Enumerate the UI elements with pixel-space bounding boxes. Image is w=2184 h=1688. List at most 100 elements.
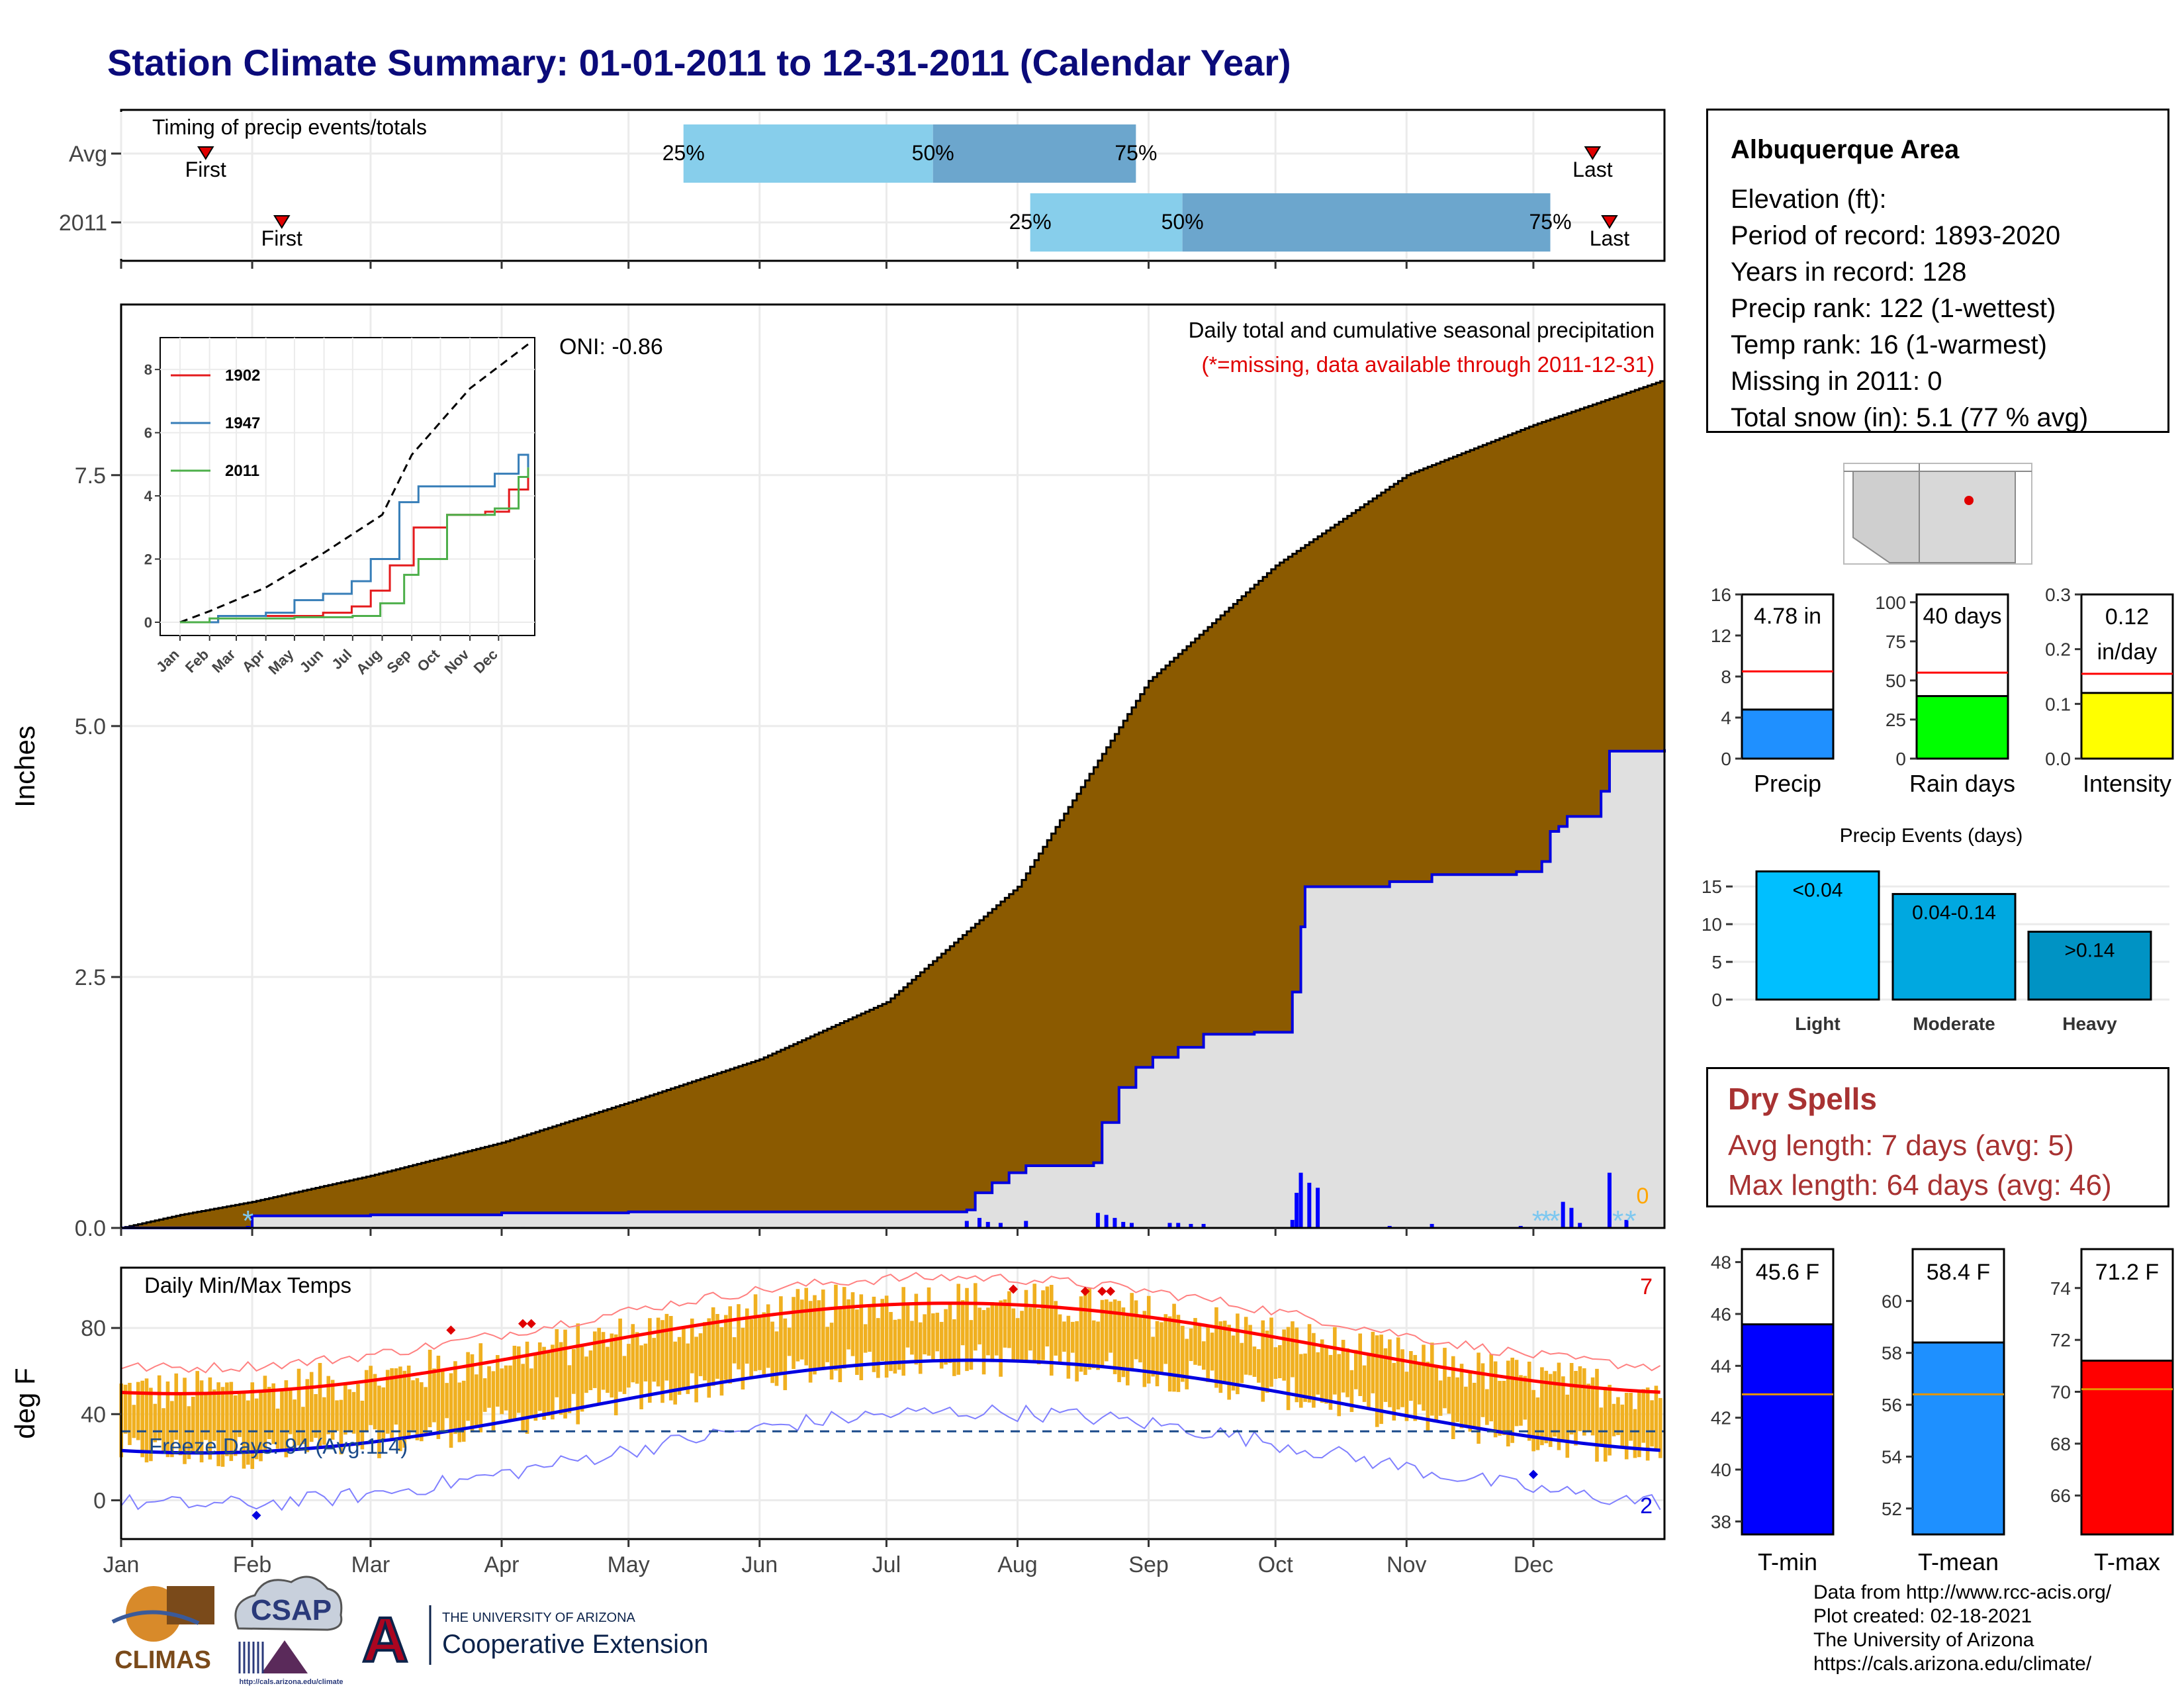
daily-temp-bar: [842, 1287, 846, 1369]
precip-event-bar-label: >0.14: [2065, 940, 2115, 962]
daily-temp-bar: [351, 1391, 356, 1434]
daily-temp-bar: [500, 1368, 504, 1415]
inset-legend-label: 1902: [225, 367, 260, 385]
daily-temp-bar: [1201, 1341, 1206, 1370]
record-high-marker: [518, 1319, 527, 1329]
daily-temp-bar: [1447, 1376, 1451, 1414]
daily-precip-bar: [1129, 1223, 1134, 1228]
daily-precip-bar: [1121, 1221, 1126, 1228]
daily-temp-bar: [335, 1400, 339, 1431]
daily-temp-bar: [719, 1327, 724, 1396]
daily-temp-bar: [724, 1315, 728, 1380]
daily-temp-bar: [829, 1323, 834, 1380]
daily-temp-bar: [1197, 1325, 1202, 1366]
daily-temp-bar: [635, 1332, 639, 1384]
info-precip-rank: Precip rank: 122 (1-wettest): [1731, 294, 2056, 323]
small-bar-label-Intensity: Intensity: [2083, 770, 2171, 797]
daily-temp-bar: [711, 1307, 715, 1386]
temp-bar-ytick-label: 58: [1882, 1343, 1902, 1364]
daily-precip-bar: [1316, 1188, 1320, 1228]
missing-mark: *: [1532, 1205, 1543, 1237]
daily-temp-bar: [1333, 1327, 1337, 1395]
daily-temp-bar: [1091, 1320, 1096, 1368]
daily-temp-bar: [592, 1331, 597, 1388]
daily-temp-bar: [1015, 1318, 1020, 1360]
temp-title: Daily Min/Max Temps: [144, 1273, 351, 1297]
daily-temp-bar: [1379, 1335, 1383, 1425]
daily-precip-bar: [1307, 1182, 1312, 1228]
info-snow: Total snow (in): 5.1 (77 % avg): [1731, 403, 2089, 432]
daily-temp-bar: [512, 1345, 517, 1419]
daily-precip-bar: [1201, 1223, 1206, 1228]
daily-temp-bar: [1337, 1354, 1342, 1417]
daily-temp-bar: [1041, 1290, 1045, 1360]
daily-temp-bar: [411, 1380, 415, 1430]
daily-temp-bar: [749, 1319, 753, 1379]
small-bar-ytick-label: 0.2: [2045, 639, 2071, 660]
info-temp-rank: Temp rank: 16 (1-warmest): [1731, 330, 2047, 359]
inset-series-2011: [180, 467, 529, 624]
small-bar-ytick-label: 25: [1886, 710, 1906, 730]
record-low-marker: [1528, 1470, 1538, 1479]
temp-bar-ytick-label: 68: [2050, 1434, 2071, 1454]
daily-temp-bar: [1485, 1389, 1489, 1425]
info-elevation: Elevation (ft):: [1731, 185, 1887, 214]
temp-xtick-label: Sep: [1128, 1552, 1169, 1577]
daily-temp-bar: [432, 1368, 436, 1423]
daily-precip-bar: [998, 1223, 1003, 1228]
daily-temp-bar: [470, 1354, 475, 1432]
record-high-marker: [1106, 1286, 1116, 1296]
info-period: Period of record: 1893-2020: [1731, 221, 2061, 250]
daily-temp-bar: [339, 1399, 343, 1455]
daily-temp-bar: [1185, 1338, 1189, 1389]
timing-q50-label: 50%: [912, 141, 954, 165]
daily-temp-bar: [280, 1389, 284, 1450]
daily-temp-bar: [994, 1303, 999, 1356]
daily-temp-bar: [385, 1370, 390, 1434]
daily-temp-bar: [990, 1302, 995, 1362]
temp-xtick-label: Feb: [233, 1552, 272, 1577]
csap-logo-mountain: [261, 1640, 308, 1673]
daily-temp-bar: [1083, 1290, 1087, 1376]
daily-temp-bar: [1328, 1354, 1333, 1410]
daily-temp-bar: [1113, 1299, 1117, 1374]
daily-precip-bar: [1024, 1221, 1028, 1228]
daily-temp-bar: [1400, 1349, 1404, 1407]
temp-xtick-label: Oct: [1258, 1552, 1293, 1577]
daily-temp-bar: [1641, 1389, 1646, 1443]
daily-temp-bar: [1624, 1393, 1629, 1460]
record-low-line: [120, 1404, 1661, 1511]
daily-temp-bar: [1028, 1307, 1032, 1351]
daily-temp-bar: [195, 1371, 200, 1454]
small-bar-value-Rain days: 40 days: [1923, 604, 2001, 629]
daily-temp-bar: [1590, 1377, 1595, 1436]
daily-temp-bar: [1553, 1371, 1557, 1437]
daily-temp-bar: [753, 1294, 758, 1372]
daily-precip-bar: [985, 1221, 990, 1228]
daily-temp-bar: [1134, 1300, 1138, 1360]
timing-bar-q50-q75: [933, 124, 1136, 183]
station-name: Albuquerque Area: [1731, 135, 1960, 164]
record-low-marker: [251, 1511, 261, 1521]
daily-temp-bar: [918, 1322, 923, 1374]
daily-temp-bar: [825, 1327, 829, 1362]
daily-temp-bar: [986, 1307, 990, 1356]
small-bar-ytick-label: 12: [1711, 626, 1731, 646]
oni-label: ONI: -0.86: [559, 334, 663, 359]
daily-temp-bar: [969, 1320, 974, 1370]
daily-temp-bar: [1341, 1340, 1345, 1393]
precip-ytick-label: 7.5: [75, 463, 106, 489]
daily-temp-bar: [792, 1297, 796, 1370]
daily-temp-bar: [939, 1321, 944, 1369]
inset-legend-label: 1947: [225, 414, 260, 432]
daily-precip-bar: [964, 1221, 969, 1228]
daily-temp-bar: [267, 1387, 271, 1440]
daily-temp-bar: [1349, 1370, 1354, 1413]
daily-temp-bar: [800, 1299, 804, 1360]
avg-cumulative-area: [121, 379, 1664, 1228]
daily-temp-bar: [1193, 1318, 1197, 1365]
daily-temp-bar: [1506, 1360, 1510, 1447]
daily-temp-bar: [165, 1381, 170, 1458]
daily-temp-bar: [475, 1374, 478, 1428]
